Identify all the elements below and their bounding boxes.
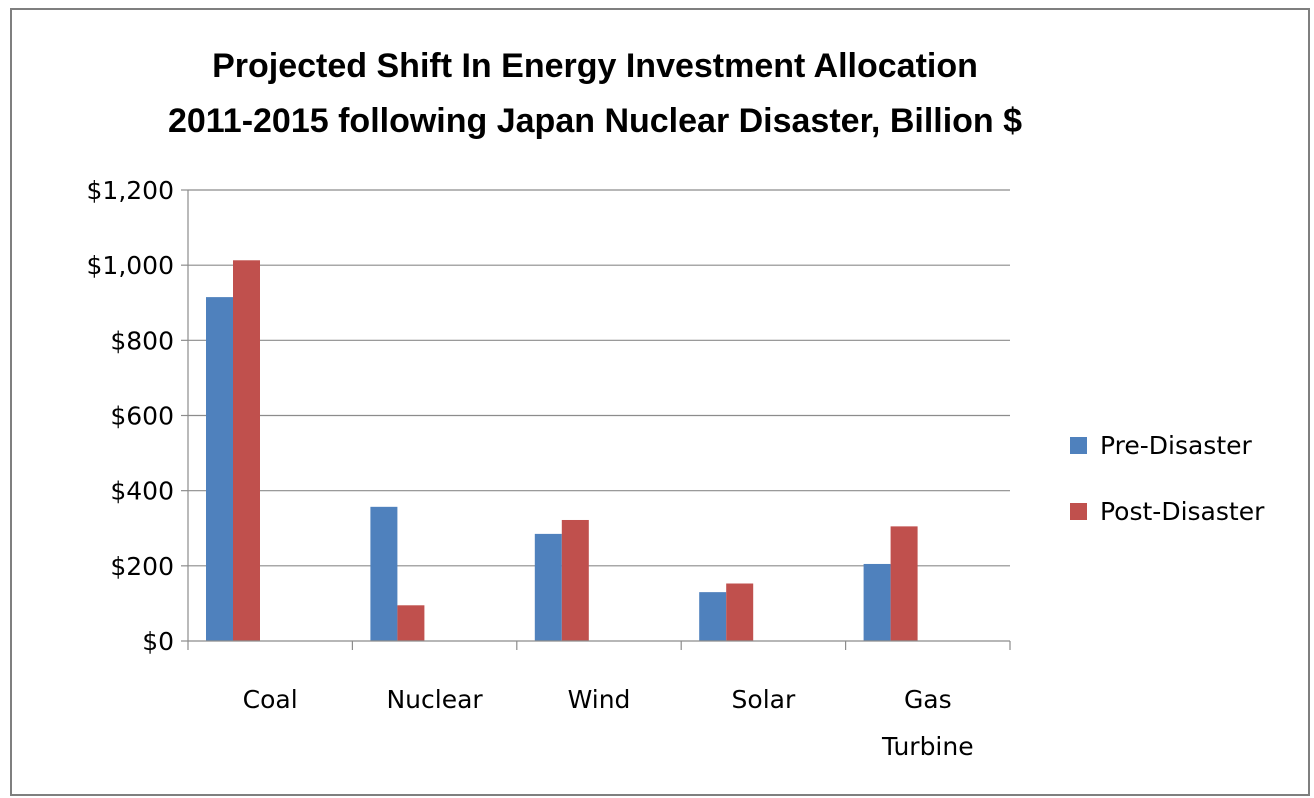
bar-wind-pre-disaster	[534, 533, 562, 641]
chart-title-line-2: 2011-2015 following Japan Nuclear Disast…	[167, 102, 1023, 140]
y-tick-label: $800	[110, 326, 174, 355]
legend-item-pre-disaster: Pre-Disaster	[1070, 428, 1264, 462]
bar-coal-post-disaster	[233, 260, 260, 641]
x-tick-label-gas-turbine: Gas Turbine	[881, 685, 974, 761]
legend-swatch-pre-disaster	[1070, 436, 1087, 454]
y-tick-label: $200	[110, 552, 174, 581]
y-tick-label: $1,200	[87, 176, 174, 205]
y-tick-label: $1,000	[87, 251, 174, 280]
chart-title-line-1: Projected Shift In Energy Investment All…	[212, 47, 978, 85]
bar-gas-turbine-pre-disaster	[863, 563, 891, 641]
x-tick-label-coal: Coal	[243, 685, 298, 714]
y-tick-label: $400	[110, 477, 174, 506]
bar-nuclear-pre-disaster	[370, 506, 398, 641]
bar-solar-pre-disaster	[699, 592, 727, 641]
bar-coal-pre-disaster	[206, 297, 233, 641]
x-tick-label-wind: Wind	[568, 685, 631, 714]
legend: Pre-Disaster Post-Disaster	[1070, 428, 1264, 560]
bar-gas-turbine-post-disaster	[890, 526, 918, 641]
y-tick-label: $0	[142, 627, 174, 656]
bar-wind-post-disaster	[561, 519, 589, 641]
bar-nuclear-post-disaster	[397, 605, 425, 641]
legend-label-pre-disaster: Pre-Disaster	[1100, 430, 1252, 460]
x-tick-label-solar: Solar	[732, 685, 796, 714]
legend-label-post-disaster: Post-Disaster	[1100, 496, 1265, 526]
legend-item-post-disaster: Post-Disaster	[1070, 494, 1264, 528]
bar-solar-post-disaster	[726, 583, 754, 641]
legend-swatch-post-disaster	[1070, 502, 1087, 520]
x-tick-label-nuclear: Nuclear	[386, 685, 483, 714]
y-tick-label: $600	[110, 402, 174, 431]
